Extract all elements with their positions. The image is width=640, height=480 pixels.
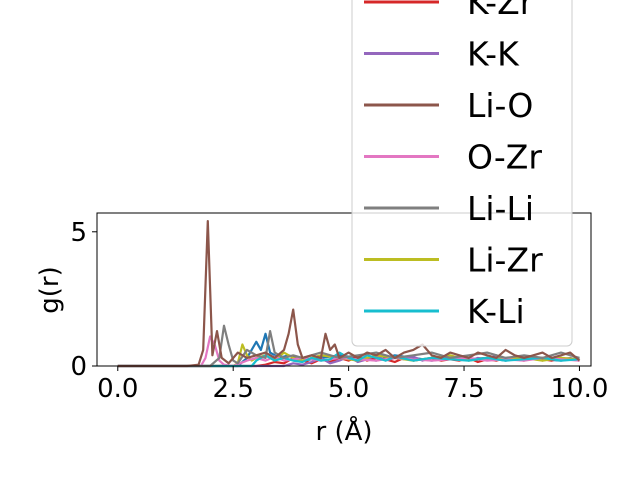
y-axis-ticks: 05 [70, 218, 97, 382]
y-tick-label: 0 [70, 352, 87, 382]
x-tick-label: 10.0 [551, 374, 609, 404]
x-axis-label: r (Å) [315, 415, 372, 447]
legend-label: Li-O [467, 86, 533, 125]
series-line-k-li [117, 351, 580, 368]
legend-label: K-Zr [467, 0, 534, 22]
x-tick-label: 5.0 [328, 374, 369, 404]
legend-label: Li-Zr [467, 241, 543, 280]
y-tick-label: 5 [70, 218, 87, 248]
plot-frame [96, 212, 592, 367]
x-axis-ticks: 0.0 2.5 5.0 7.5 10.0 [97, 366, 608, 404]
series-line-li-zr [117, 343, 580, 368]
legend-label: K-K [467, 35, 520, 74]
x-tick-label: 7.5 [443, 374, 484, 404]
legend: K-Zr K-K Li-O O-Zr Li-Li Li-Zr K-Li [351, 0, 573, 347]
y-axis-label: g(r) [35, 266, 65, 313]
legend-label: Li-Li [467, 189, 534, 228]
x-tick-label: 0.0 [97, 374, 138, 404]
x-tick-label: 2.5 [213, 374, 254, 404]
series-lines [117, 220, 581, 368]
series-line-li-o [117, 220, 581, 368]
legend-label: O-Zr [467, 138, 542, 177]
legend-label: K-Li [467, 292, 525, 331]
